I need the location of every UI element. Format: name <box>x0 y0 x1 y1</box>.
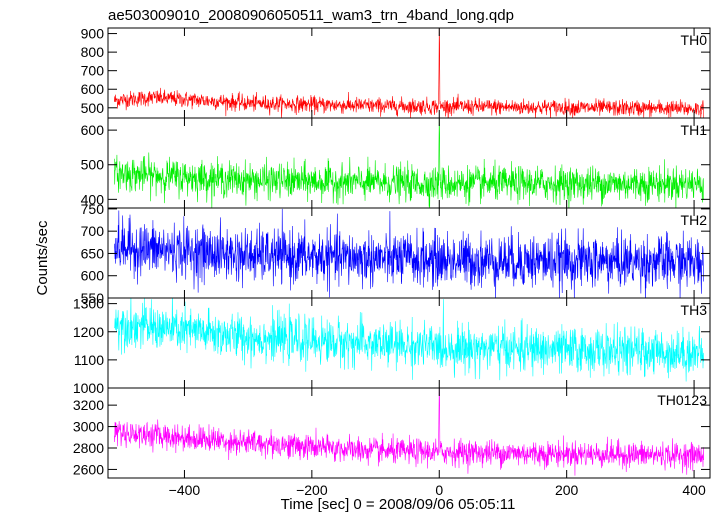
y-tick-label: 500 <box>81 100 105 116</box>
panel-frame-th0123 <box>107 387 711 479</box>
y-tick-label: 1200 <box>73 324 104 340</box>
panel-label-th1: TH1 <box>681 122 708 138</box>
chart-title: ae503009010_20080906050511_wam3_trn_4ban… <box>108 7 514 24</box>
y-tick-label: 400 <box>81 191 105 207</box>
series-line-th3 <box>114 298 704 382</box>
x-tick-label: 0 <box>435 482 443 498</box>
y-tick-label: 650 <box>81 245 105 261</box>
y-axis-label: Counts/sec <box>34 220 51 296</box>
y-tick-label: 600 <box>81 81 105 97</box>
x-tick-label: 400 <box>682 482 706 498</box>
panel-label-th0: TH0 <box>681 32 708 48</box>
y-tick-label: 3000 <box>73 419 104 435</box>
panel-label-th0123: TH0123 <box>657 392 707 408</box>
y-tick-label: 1100 <box>74 352 104 368</box>
x-tick-label: −200 <box>296 482 328 498</box>
y-tick-label: 600 <box>81 122 105 138</box>
x-axis-label: Time [sec] 0 = 2008/09/06 05:05:11 <box>281 496 516 513</box>
x-tick-label: 200 <box>555 482 579 498</box>
y-tick-label: 2600 <box>73 461 104 477</box>
series-line-th0123 <box>114 388 704 476</box>
y-tick-label: 800 <box>81 44 105 60</box>
y-tick-label: 600 <box>81 268 105 284</box>
y-tick-label: 3200 <box>73 397 104 413</box>
y-tick-label: 500 <box>81 157 105 173</box>
x-tick-label: −400 <box>169 482 201 498</box>
panel-label-th3: TH3 <box>681 302 708 318</box>
y-tick-label: 700 <box>81 63 105 79</box>
y-tick-label: 1300 <box>73 296 104 312</box>
series-line-th2 <box>114 208 704 298</box>
y-tick-label: 750 <box>81 201 105 217</box>
y-tick-label: 900 <box>81 26 105 42</box>
y-tick-label: 2800 <box>73 440 104 456</box>
series-line-th0 <box>114 28 704 118</box>
y-tick-label: 700 <box>81 223 105 239</box>
panel-label-th2: TH2 <box>681 212 708 228</box>
series-line-th1 <box>114 118 704 208</box>
y-tick-label: 550 <box>81 290 105 306</box>
y-tick-label: 1000 <box>73 380 104 396</box>
